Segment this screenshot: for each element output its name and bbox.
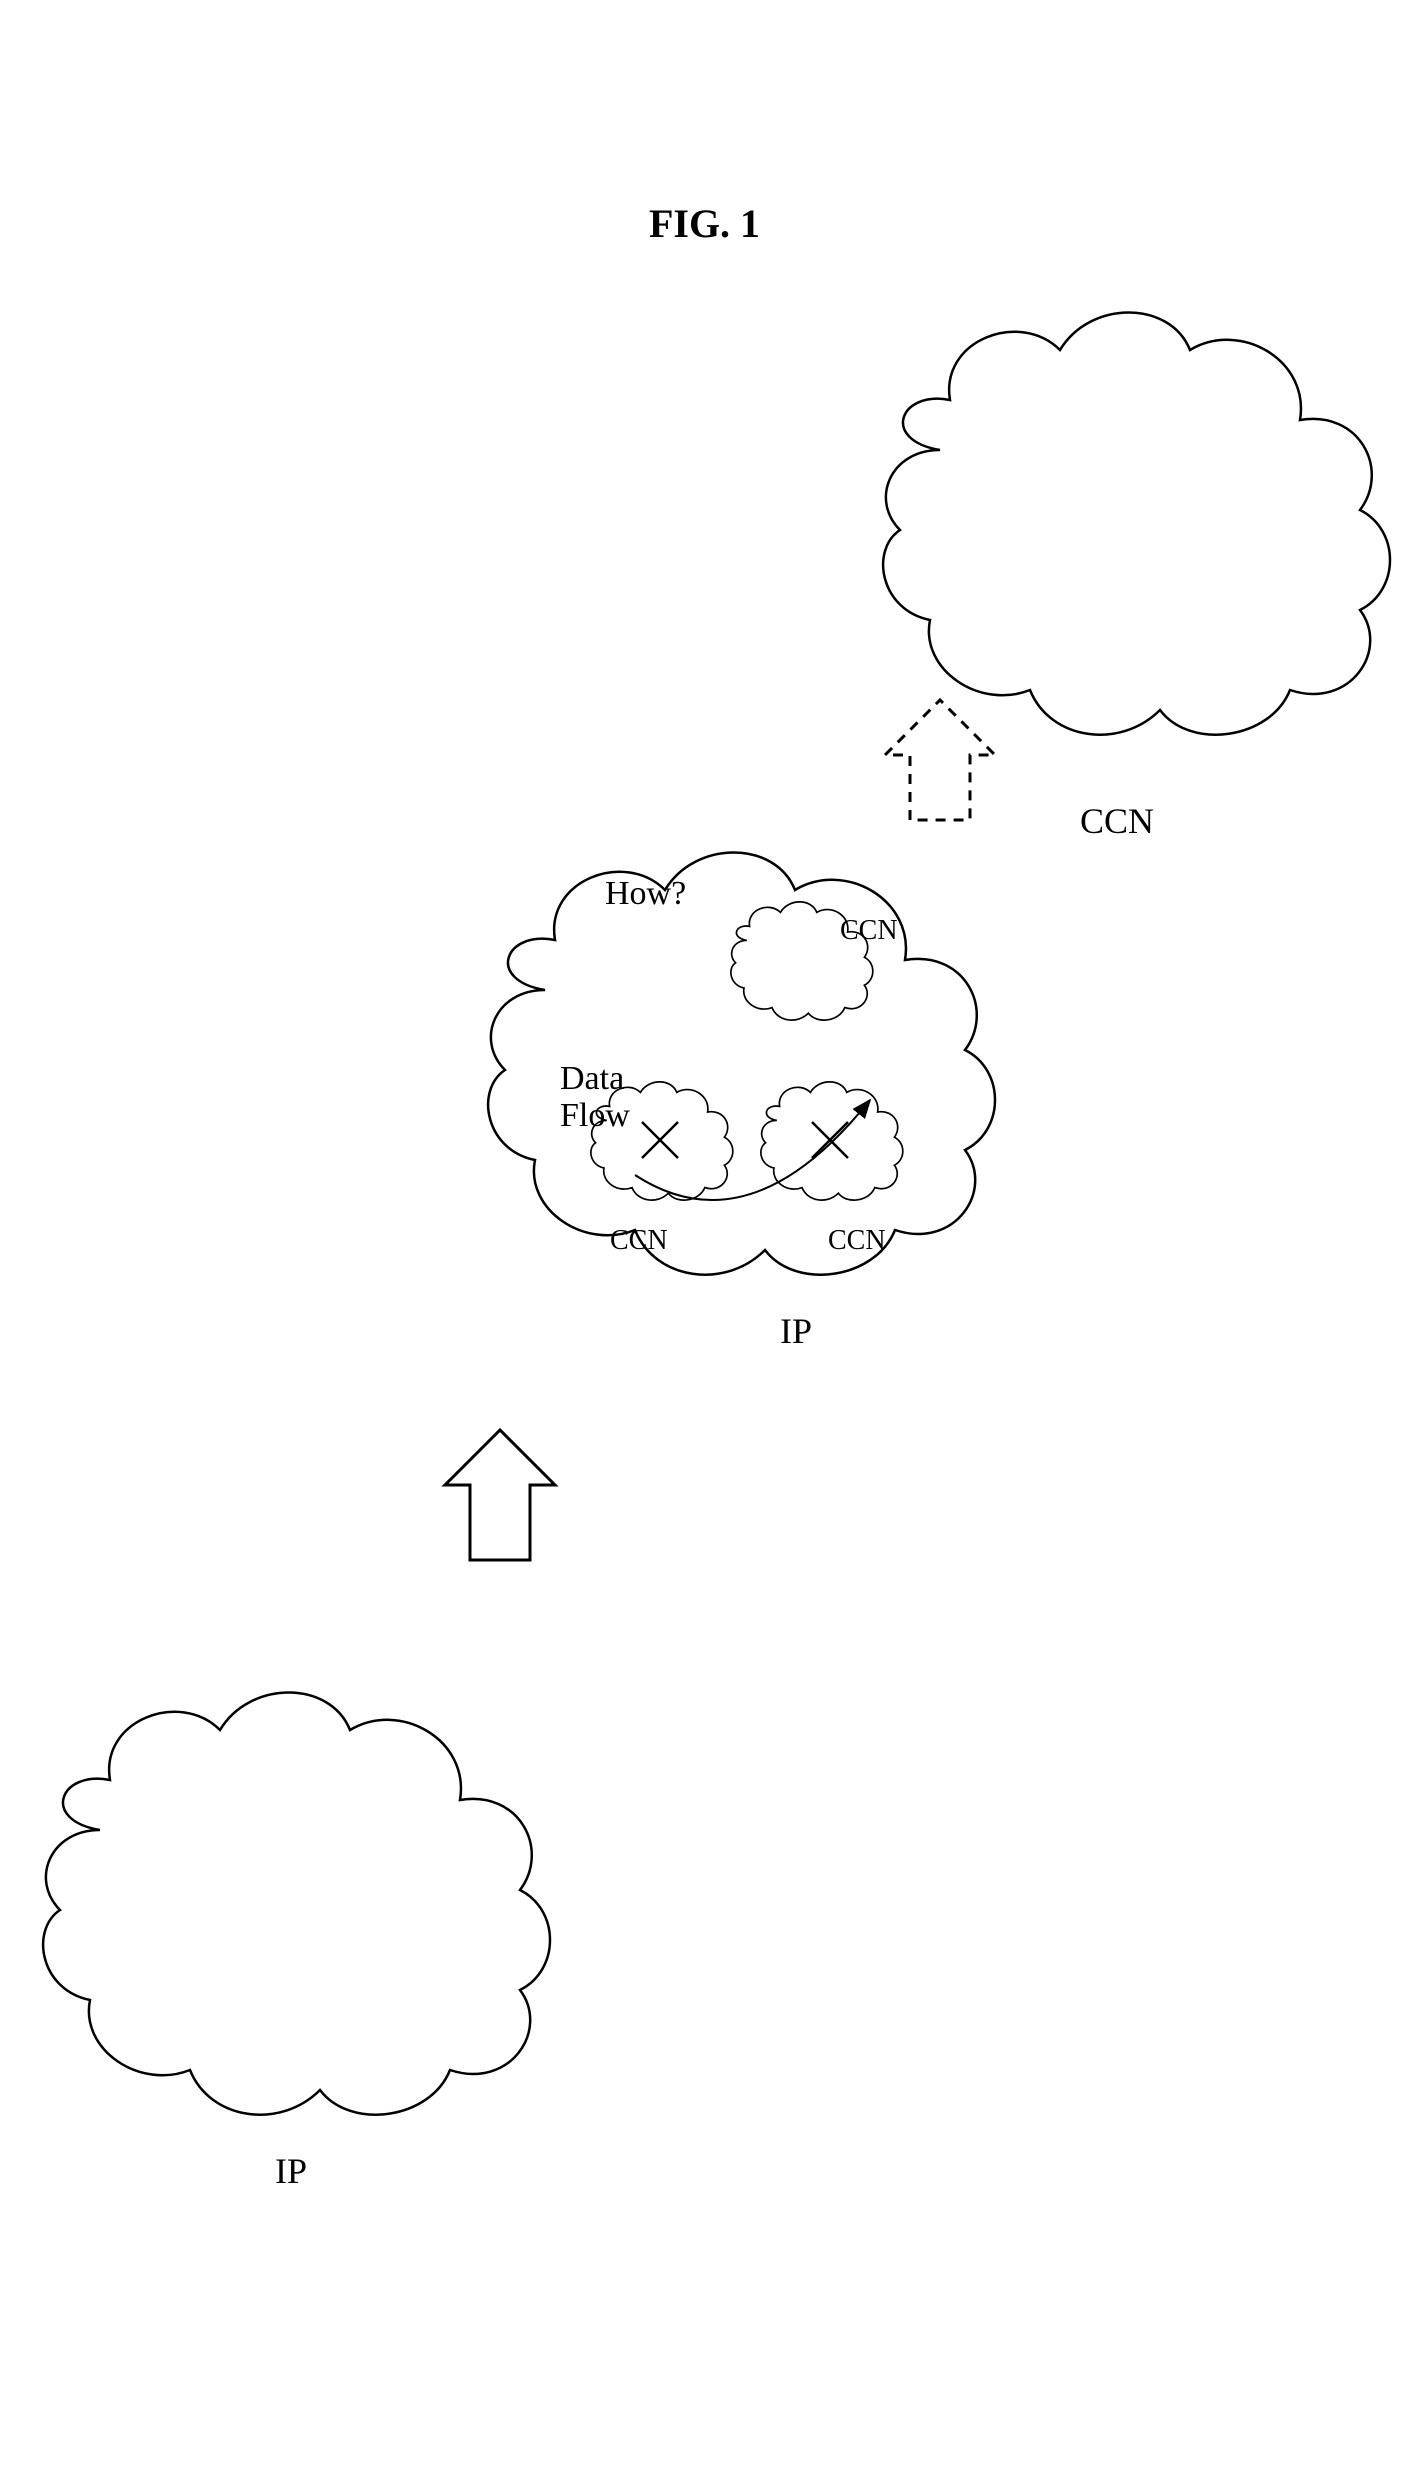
- annotation-how: How?: [605, 875, 686, 913]
- label-ccn-inner-top: CCN: [840, 915, 898, 947]
- label-ip-left: IP: [275, 2150, 307, 2192]
- x-mark-bl: [642, 1122, 678, 1158]
- label-ccn-inner-br: CCN: [828, 1225, 886, 1257]
- arrow-dashed-up: [885, 700, 995, 820]
- arrow-solid-up: [445, 1430, 555, 1560]
- cloud-ip-left: [43, 1693, 550, 2115]
- figure-diagram: [0, 0, 1409, 2471]
- dataflow-line2: Flow: [560, 1097, 630, 1134]
- figure-title: FIG. 1: [0, 200, 1409, 247]
- x-mark-br: [812, 1122, 848, 1158]
- annotation-dataflow: Data Flow: [560, 1060, 630, 1135]
- dataflow-line1: Data: [560, 1060, 624, 1097]
- cloud-ccn-right: [883, 313, 1390, 735]
- label-ccn-right: CCN: [1080, 800, 1154, 842]
- label-ip-middle: IP: [780, 1310, 812, 1352]
- label-ccn-inner-bl: CCN: [610, 1225, 668, 1257]
